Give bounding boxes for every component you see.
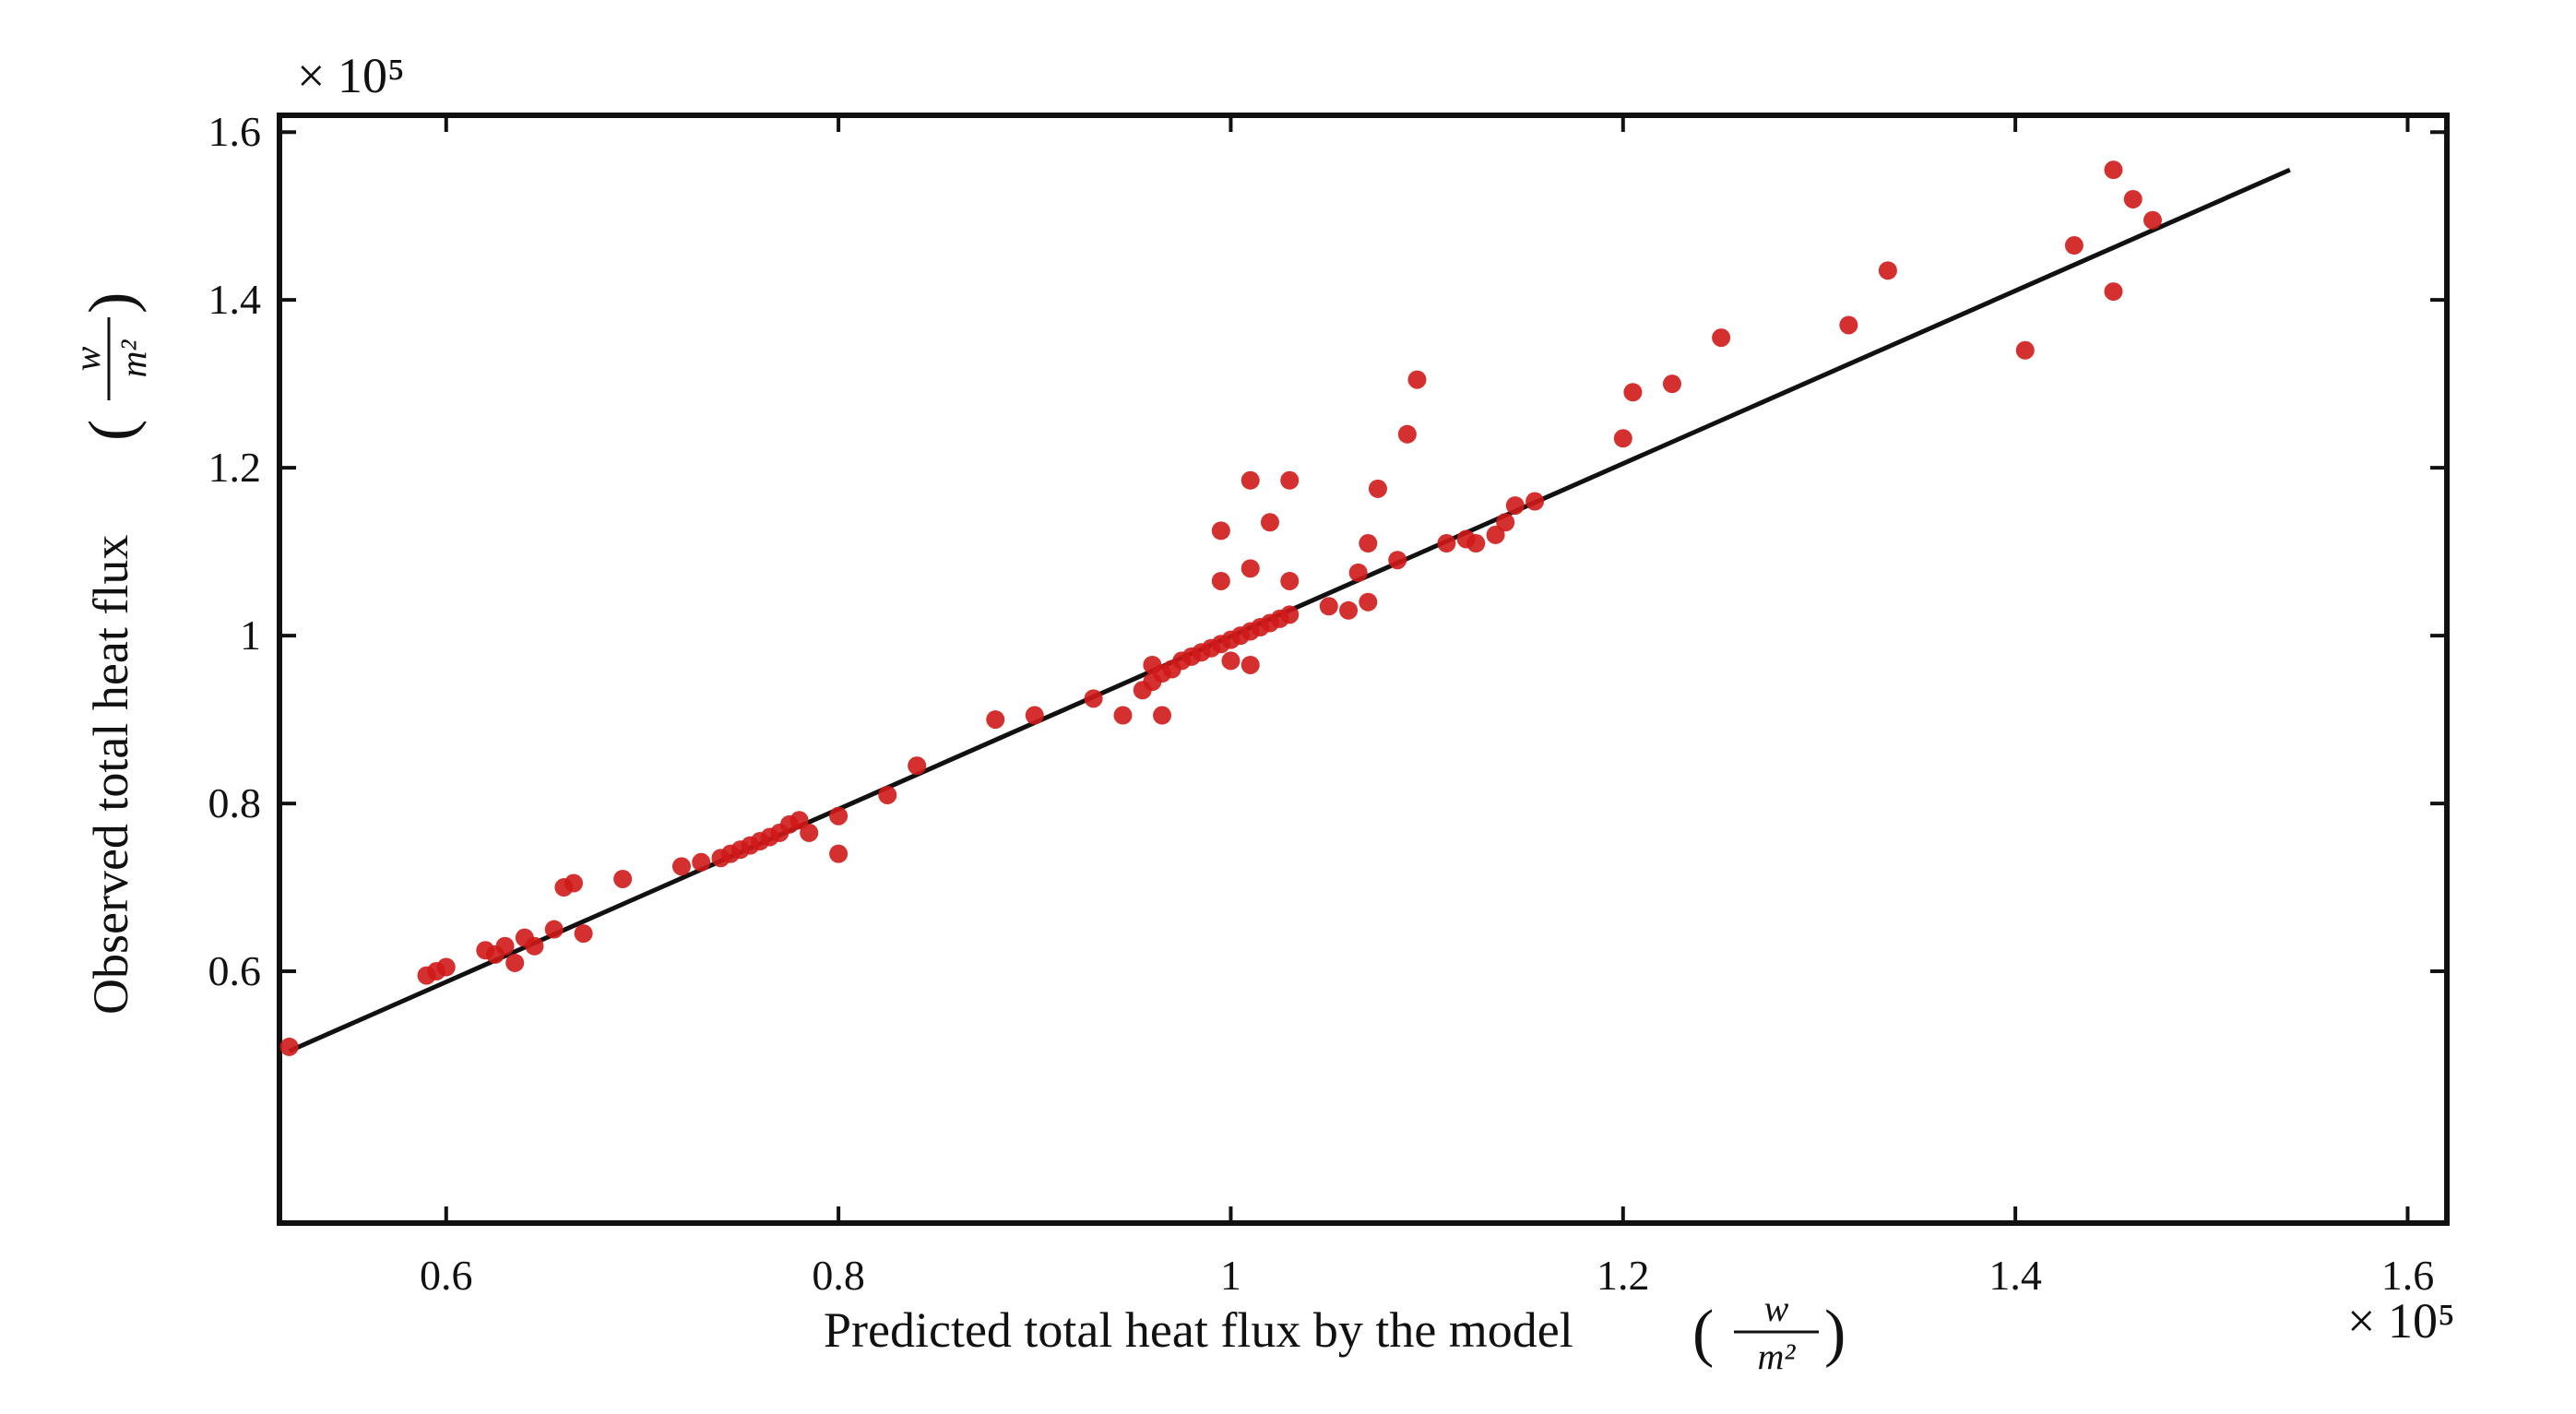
y-axis-label: Observed total heat flux (83, 535, 138, 1015)
data-point (1496, 513, 1515, 532)
x-unit-numerator: w (1764, 1288, 1789, 1329)
data-point (279, 1037, 299, 1056)
y-tick-label: 1 (240, 612, 261, 659)
x-tick-label: 0.6 (420, 1252, 473, 1299)
data-point (1613, 429, 1632, 448)
y-unit-numerator: w (66, 346, 108, 371)
data-point (1437, 534, 1456, 553)
data-point (2064, 236, 2083, 255)
data-point (1221, 651, 1241, 671)
data-point (1359, 534, 1378, 553)
data-point (1280, 571, 1300, 590)
data-point (1712, 328, 1731, 348)
data-point (505, 953, 525, 972)
data-point (1466, 534, 1486, 553)
data-point (1623, 383, 1643, 402)
data-point (1143, 655, 1162, 674)
data-point (2123, 189, 2143, 208)
data-point (574, 924, 593, 944)
data-point (1878, 261, 1897, 280)
data-point (1339, 600, 1359, 620)
data-point (878, 785, 897, 804)
y-tick-label: 0.8 (208, 779, 262, 826)
x-tick-label: 0.8 (812, 1252, 865, 1299)
plot-frame (277, 113, 2450, 1226)
data-points (279, 160, 2162, 1056)
data-point (800, 823, 819, 842)
data-point (1025, 706, 1044, 725)
data-point (1084, 689, 1103, 708)
data-point (1397, 424, 1417, 444)
data-point (427, 962, 446, 981)
data-point (1525, 492, 1545, 511)
data-point (1368, 479, 1387, 498)
data-point (1388, 551, 1407, 570)
data-point (2015, 340, 2035, 360)
data-point (1153, 706, 1172, 725)
x-tick-label: 1.4 (1988, 1252, 2042, 1299)
data-point (908, 756, 927, 776)
data-point (485, 945, 505, 964)
data-point (829, 806, 849, 826)
x-tick-label: 1.2 (1597, 1252, 1650, 1299)
data-point (1319, 597, 1338, 616)
data-point (986, 710, 1005, 730)
data-point (1280, 470, 1300, 490)
y-tick-label: 1.6 (208, 108, 262, 155)
axis-ticks: 0.6 0.8 1 1.2 1.4 1.6 0.6 0.8 1 1.2 1.4 1.6 (208, 108, 2447, 1299)
data-point (1241, 470, 1260, 490)
data-point (1839, 315, 1858, 335)
y-axis-multiplier: × 10⁵ (297, 48, 405, 103)
data-point (1486, 525, 1505, 544)
data-point (544, 920, 564, 939)
data-point (1241, 559, 1260, 578)
data-point (829, 844, 849, 863)
data-point (692, 852, 711, 872)
data-point (1662, 374, 1681, 394)
data-point (1505, 496, 1525, 516)
data-point (1348, 563, 1368, 582)
data-point (525, 936, 544, 956)
y-unit-open-paren: ( (77, 420, 148, 441)
y-tick-label: 1.4 (208, 276, 262, 323)
data-point (1407, 370, 1427, 389)
x-tick-label: 1 (1220, 1252, 1241, 1299)
data-point (1211, 571, 1230, 590)
data-point (671, 857, 691, 876)
x-axis-label: Predicted total heat flux by the model (824, 1302, 1573, 1358)
data-point (613, 869, 633, 888)
data-point (1113, 706, 1133, 725)
x-unit-denominator: m² (1758, 1336, 1797, 1377)
data-point (789, 811, 809, 830)
data-point (2143, 210, 2162, 230)
x-axis-multiplier: × 10⁵ (2347, 1293, 2455, 1349)
y-unit-close-paren: ) (77, 292, 148, 314)
x-tick-label: 1.6 (2381, 1252, 2435, 1299)
data-point (2104, 160, 2123, 180)
x-unit-close-paren: ) (1824, 1298, 1846, 1369)
data-point (1211, 521, 1230, 541)
x-unit-open-paren: ( (1692, 1298, 1714, 1369)
data-point (1359, 592, 1378, 612)
y-tick-label: 0.6 (208, 947, 262, 994)
data-point (1241, 655, 1260, 674)
y-tick-label: 1.2 (208, 444, 262, 491)
x-axis-unit: ( w m² ) (1692, 1288, 1846, 1377)
data-point (564, 873, 584, 893)
y-axis-title: Observed total heat flux ( w m² ) (66, 292, 154, 1015)
data-point (2104, 282, 2123, 302)
data-point (1280, 605, 1300, 624)
data-point (1260, 513, 1279, 532)
y-unit-denominator: m² (113, 339, 154, 378)
